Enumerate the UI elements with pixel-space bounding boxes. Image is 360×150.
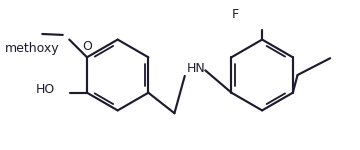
Text: HO: HO	[36, 83, 55, 96]
Text: HN: HN	[186, 62, 206, 75]
Text: F: F	[231, 8, 239, 21]
Text: methoxy: methoxy	[5, 42, 60, 55]
Text: O: O	[82, 40, 92, 53]
